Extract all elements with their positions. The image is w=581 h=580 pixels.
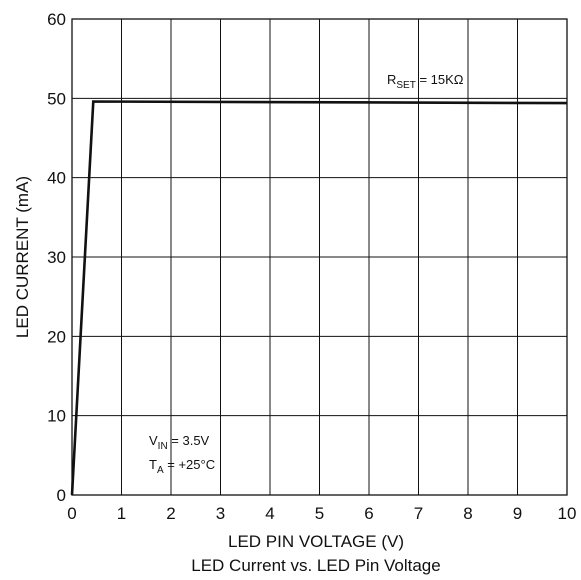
y-tick-label: 0 <box>57 486 66 505</box>
y-axis-label: LED CURRENT (mA) <box>13 176 32 338</box>
x-tick-label: 10 <box>558 504 577 523</box>
x-tick-label: 5 <box>315 504 324 523</box>
x-tick-label: 2 <box>166 504 175 523</box>
plot-frame <box>71 18 568 496</box>
ta-annotation: TA = +25°C <box>149 457 215 476</box>
vin-annotation: VIN = 3.5V <box>149 433 210 452</box>
x-tick-label: 0 <box>67 504 76 523</box>
rset-annotation: RSET = 15KΩ <box>387 72 464 91</box>
x-tick-label: 7 <box>414 504 423 523</box>
x-tick-label: 1 <box>117 504 126 523</box>
y-tick-label: 30 <box>47 248 66 267</box>
x-tick-label: 3 <box>216 504 225 523</box>
series <box>70 100 568 496</box>
x-axis-label: LED PIN VOLTAGE (V) <box>228 532 404 551</box>
x-tick-label: 4 <box>265 504 274 523</box>
x-tick-label: 8 <box>463 504 472 523</box>
y-tick-label: 60 <box>47 10 66 29</box>
y-tick-label: 50 <box>47 89 66 108</box>
chart-caption: LED Current vs. LED Pin Voltage <box>191 556 440 575</box>
grid <box>72 19 567 495</box>
y-tick-label: 40 <box>47 169 66 188</box>
x-tick-label: 6 <box>364 504 373 523</box>
y-tick-label: 10 <box>47 407 66 426</box>
series-line <box>70 100 568 496</box>
y-tick-label: 20 <box>47 327 66 346</box>
x-tick-label: 9 <box>513 504 522 523</box>
tick-labels: 0 1 2 3 4 5 6 7 8 9 10 0 10 20 30 40 50 60 <box>47 10 576 523</box>
